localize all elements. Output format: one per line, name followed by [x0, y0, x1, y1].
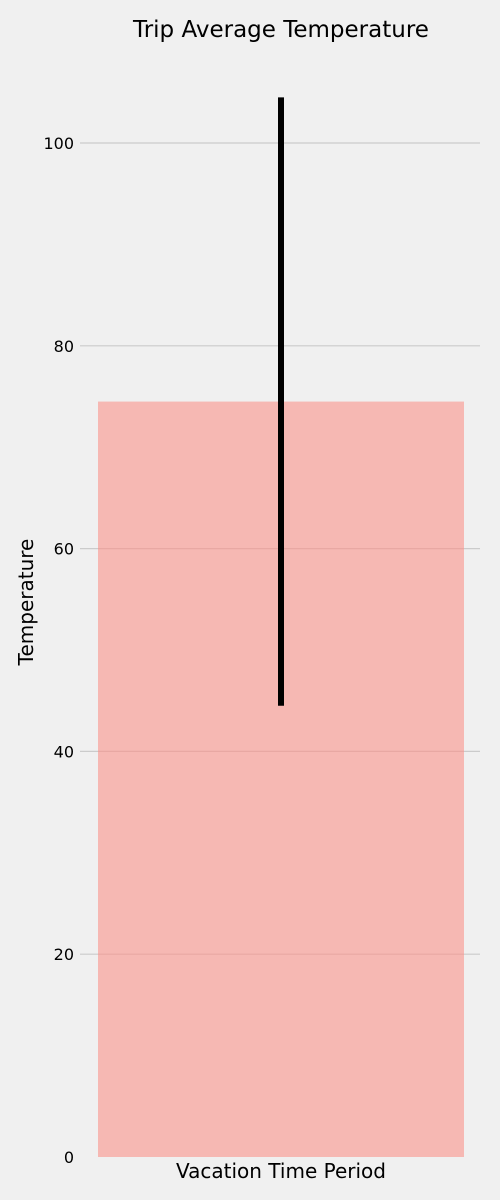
chart-title: Trip Average Temperature: [132, 17, 429, 43]
y-tick-label-20: 20: [54, 945, 74, 964]
y-tick-label-100: 100: [43, 134, 74, 153]
x-axis-label: Vacation Time Period: [176, 1159, 386, 1183]
y-tick-label-80: 80: [54, 337, 74, 356]
y-tick-label-40: 40: [54, 742, 74, 761]
y-axis-label: Temperature: [14, 539, 38, 667]
y-tick-label-60: 60: [54, 540, 74, 559]
y-tick-label-0: 0: [64, 1148, 74, 1167]
y-tick-labels: 0 20 40 60 80 100: [43, 134, 74, 1167]
